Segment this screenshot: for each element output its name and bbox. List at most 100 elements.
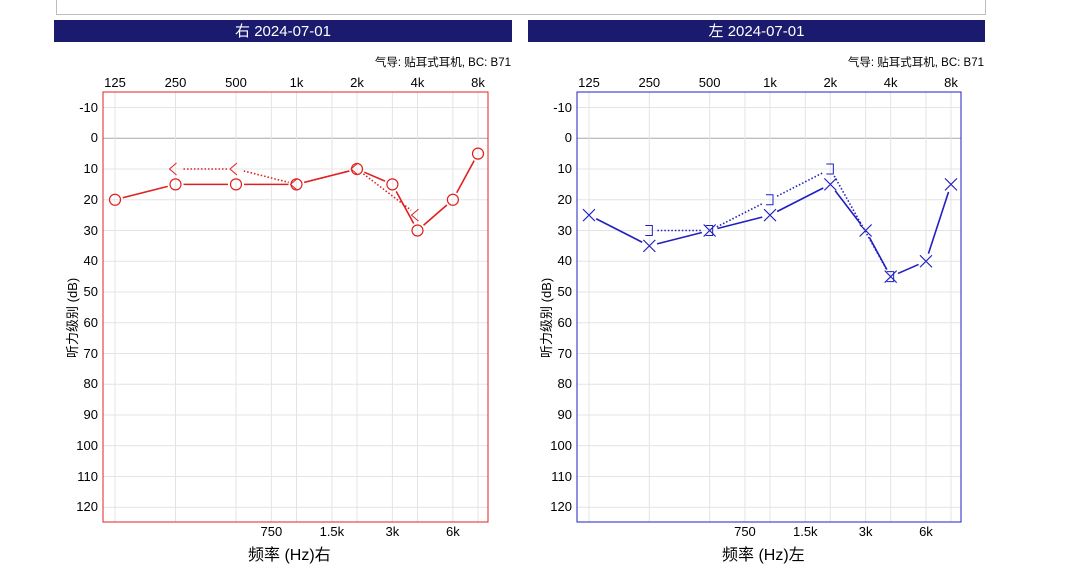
x-tick-bottom-label: 6k <box>446 524 460 539</box>
y-tick-label: 40 <box>83 253 98 269</box>
circle-marker <box>169 178 182 191</box>
y-tick-label: 60 <box>83 314 98 330</box>
air-conduction-line <box>897 263 919 275</box>
y-tick-label: 50 <box>83 284 98 299</box>
x-marker <box>823 177 837 191</box>
y-tick-label: 10 <box>557 161 572 176</box>
x-tick-top-label: 125 <box>104 75 126 90</box>
air-conduction-line <box>834 190 862 225</box>
bone-conduction-line <box>716 202 764 228</box>
y-tick-label: 30 <box>557 222 572 238</box>
chart-title: 右 2024-07-01 <box>54 20 512 42</box>
x-tick-bottom-label: 3k <box>385 524 400 539</box>
air-conduction-line <box>364 171 386 182</box>
x-tick-bottom-label: 3k <box>858 524 873 539</box>
bone-conduction-line <box>833 175 888 271</box>
bracket-right-marker <box>705 225 714 236</box>
bracket-left-marker <box>168 162 177 176</box>
x-tick-top-label: 125 <box>578 75 600 90</box>
y-tick-label: 10 <box>83 161 98 176</box>
x-marker <box>919 254 933 268</box>
x-tick-top-label: 250 <box>638 75 661 90</box>
bone-conduction-line <box>243 170 289 184</box>
y-tick-label: -10 <box>79 99 98 115</box>
circle-marker <box>386 178 399 191</box>
y-tick-label: 20 <box>83 191 98 207</box>
air-conduction-line <box>776 187 824 213</box>
bone-conduction-line <box>304 170 350 184</box>
bracket-left-marker <box>350 162 359 176</box>
bracket-left-marker <box>229 162 238 176</box>
y-tick-label: 60 <box>557 314 572 330</box>
x-tick-bottom-label: 1.5k <box>319 524 345 539</box>
x-tick-top-label: 500 <box>698 75 721 90</box>
y-tick-label: 90 <box>83 407 98 422</box>
x-tick-top-label: 500 <box>225 75 247 90</box>
circle-marker <box>411 224 424 237</box>
x-tick-top-label: 4k <box>883 75 898 90</box>
plot-frame <box>102 91 489 523</box>
y-tick-label: 90 <box>557 407 572 422</box>
x-marker <box>703 224 717 237</box>
x-tick-top-label: 2k <box>350 75 364 90</box>
x-marker <box>582 208 596 222</box>
y-tick-label: 120 <box>550 499 572 515</box>
bone-conduction-line <box>362 173 412 211</box>
plot-frame <box>576 91 962 523</box>
y-tick-label: 30 <box>83 222 98 238</box>
y-tick-label: 80 <box>557 376 572 392</box>
air-conduction-line <box>395 191 415 224</box>
bracket-right-marker <box>826 163 834 175</box>
x-marker <box>944 177 958 191</box>
x-marker <box>642 239 656 253</box>
y-tick-label: 0 <box>564 130 572 146</box>
y-tick-label: 120 <box>76 499 98 515</box>
air-conduction-line <box>717 216 763 230</box>
x-marker <box>763 208 777 222</box>
x-tick-bottom-label: 750 <box>260 524 283 539</box>
air-conduction-line <box>122 185 168 199</box>
y-tick-label: 100 <box>550 437 572 453</box>
y-tick-label: 80 <box>83 376 98 392</box>
chart-subtitle: 气导: 贴耳式耳机, BC: B71 <box>374 57 511 69</box>
y-tick-label: -10 <box>553 99 572 115</box>
y-tick-label: 50 <box>557 284 572 299</box>
x-tick-bottom-label: 750 <box>734 524 756 539</box>
x-tick-bottom-label: 6k <box>919 524 933 539</box>
top-frame <box>56 0 986 15</box>
x-axis-title: 频率 (Hz)左 <box>722 547 805 564</box>
air-conduction-line <box>423 204 448 226</box>
x-tick-top-label: 2k <box>823 75 838 90</box>
chart-title: 左 2024-07-01 <box>528 20 985 42</box>
x-tick-top-label: 1k <box>763 75 777 90</box>
x-tick-top-label: 4k <box>410 75 425 90</box>
y-tick-label: 110 <box>551 468 572 484</box>
x-tick-top-label: 8k <box>944 75 958 90</box>
x-marker <box>884 270 898 284</box>
air-conduction-line <box>456 160 475 194</box>
bracket-right-marker <box>886 271 895 283</box>
y-tick-label: 20 <box>557 191 572 207</box>
x-tick-top-label: 250 <box>164 75 187 90</box>
y-tick-label: 40 <box>557 253 572 269</box>
bone-conduction-line <box>776 171 824 197</box>
x-marker <box>859 224 873 237</box>
x-axis-title: 频率 (Hz)右 <box>248 547 331 564</box>
x-tick-bottom-label: 1.5k <box>792 524 818 539</box>
circle-marker <box>108 193 122 206</box>
circle-marker <box>446 193 459 206</box>
x-tick-top-label: 8k <box>471 75 485 90</box>
bracket-right-marker <box>645 225 653 236</box>
circle-marker <box>471 147 485 160</box>
y-tick-label: 110 <box>77 468 98 484</box>
y-tick-label: 100 <box>76 437 98 453</box>
y-tick-label: 70 <box>83 345 98 361</box>
y-tick-label: 0 <box>90 130 98 146</box>
bracket-left-marker <box>289 177 298 191</box>
air-conduction-line <box>868 237 888 270</box>
circle-marker <box>229 178 243 191</box>
air-conduction-line <box>927 191 950 254</box>
air-conduction-line <box>595 218 643 243</box>
